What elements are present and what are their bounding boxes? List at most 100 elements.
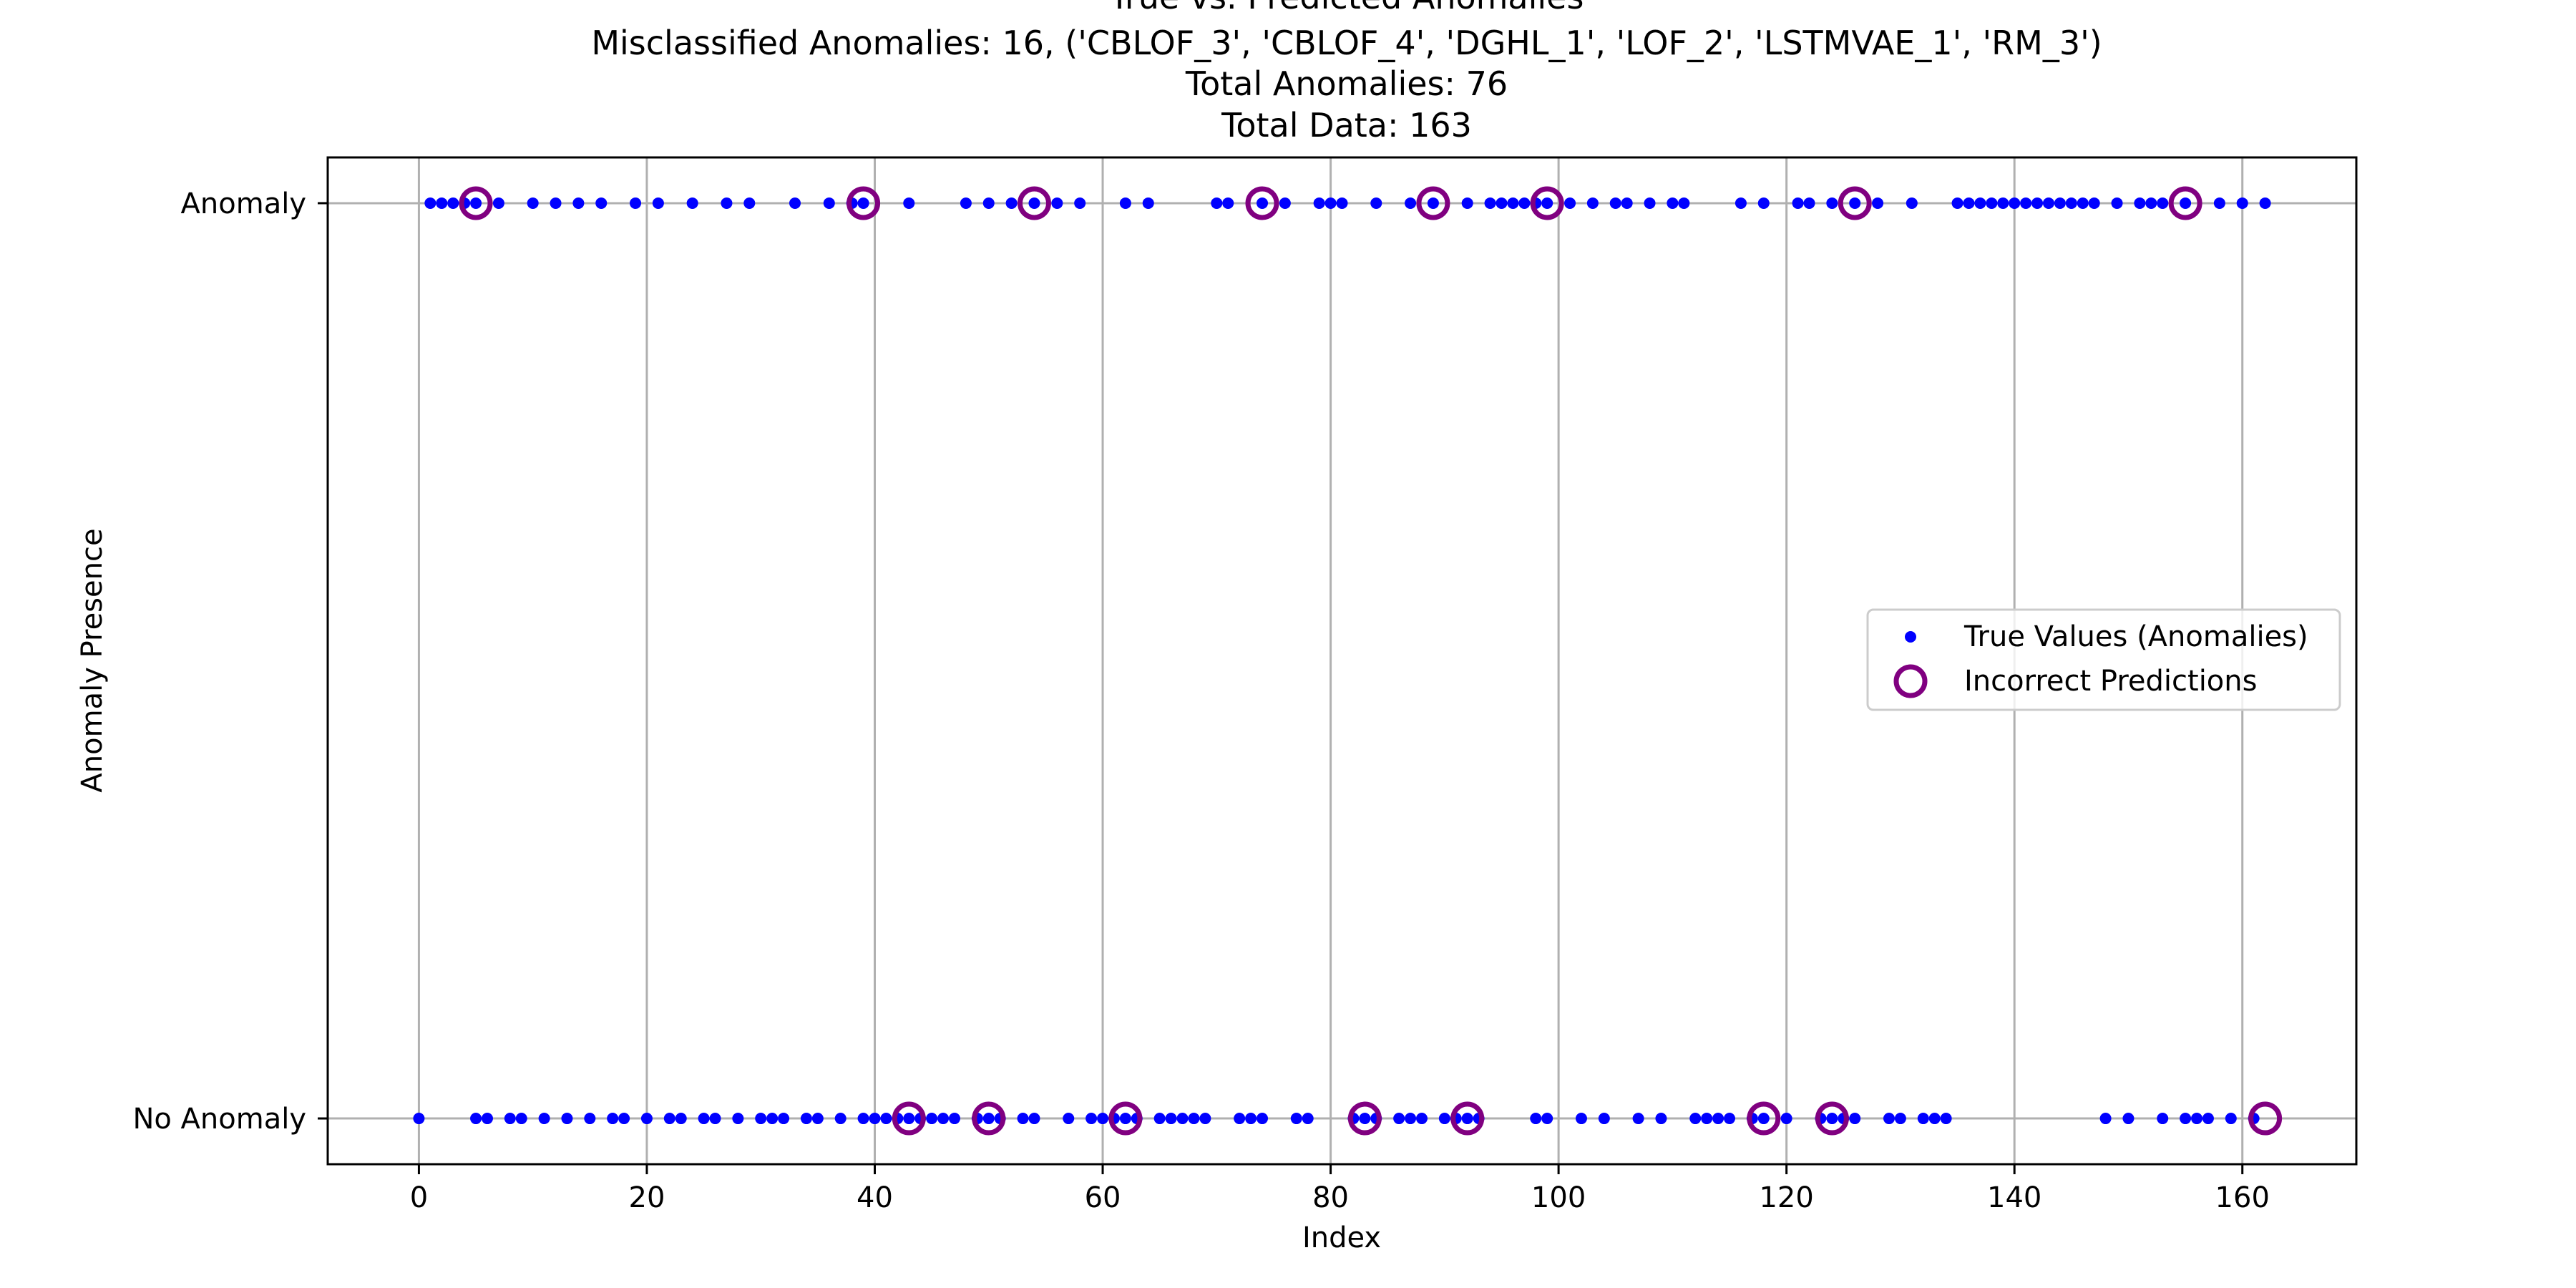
true-value-point	[686, 197, 698, 209]
incorrect-prediction-marker	[1347, 1101, 1382, 1136]
legend-label-true-values: True Values (Anomalies)	[1963, 620, 2308, 653]
true-value-point	[2054, 197, 2066, 209]
incorrect-prediction-marker	[1838, 186, 1872, 220]
true-value-point	[1028, 197, 1040, 209]
true-value-point	[982, 1113, 995, 1125]
true-value-point	[960, 197, 972, 209]
true-value-point	[1393, 1113, 1405, 1125]
true-value-point	[1894, 1113, 1906, 1125]
incorrect-prediction-marker	[1017, 186, 1051, 220]
true-value-point	[1997, 197, 2009, 209]
true-value-point	[1507, 197, 1519, 209]
x-tick-label: 160	[2215, 1181, 2270, 1214]
true-value-point	[823, 197, 835, 209]
incorrect-prediction-marker	[1416, 186, 1450, 220]
true-value-point	[675, 1113, 687, 1125]
true-value-point	[1427, 197, 1439, 209]
true-value-point	[811, 1113, 824, 1125]
true-value-point	[1598, 1113, 1610, 1125]
true-value-point	[1712, 1113, 1724, 1125]
legend-label-incorrect-predictions: Incorrect Predictions	[1964, 665, 2257, 698]
true-value-point	[1405, 197, 1417, 209]
true-value-point	[1541, 197, 1553, 209]
true-value-point	[1257, 197, 1269, 209]
true-value-point	[1792, 197, 1804, 209]
incorrect-prediction-marker	[1747, 1101, 1781, 1136]
true-value-point	[800, 1113, 812, 1125]
true-value-point	[1324, 197, 1337, 209]
true-value-point	[1405, 1113, 1417, 1125]
true-value-point	[640, 1113, 653, 1125]
true-value-point	[937, 1113, 950, 1125]
x-tick-label: 80	[1312, 1181, 1349, 1214]
true-value-point	[1028, 1113, 1040, 1125]
incorrect-prediction-marker	[2168, 186, 2202, 220]
true-value-point	[857, 197, 869, 209]
true-value-point	[470, 197, 482, 209]
true-value-point	[2077, 197, 2089, 209]
true-value-point	[1142, 197, 1154, 209]
true-value-point	[1199, 1113, 1211, 1125]
true-value-point	[1290, 1113, 1302, 1125]
true-value-point	[1302, 1113, 1314, 1125]
true-value-point	[1165, 1113, 1177, 1125]
true-value-point	[584, 1113, 596, 1125]
true-value-point	[1359, 1113, 1371, 1125]
true-value-point	[1461, 197, 1473, 209]
true-value-point	[2213, 197, 2225, 209]
true-value-point	[698, 1113, 710, 1125]
true-value-point	[1872, 197, 1884, 209]
true-value-point	[1667, 197, 1679, 209]
x-tick-label: 60	[1085, 1181, 1121, 1214]
incorrect-prediction-marker	[1450, 1101, 1485, 1136]
true-value-point	[630, 197, 642, 209]
true-value-point	[1257, 1113, 1269, 1125]
true-value-point	[618, 1113, 630, 1125]
true-value-point	[755, 1113, 767, 1125]
true-value-point	[561, 1113, 573, 1125]
incorrect-prediction-marker	[459, 186, 493, 220]
true-value-point	[1415, 1113, 1428, 1125]
incorrect-prediction-marker	[1245, 186, 1279, 220]
true-value-point	[2191, 1113, 2203, 1125]
x-tick-label: 140	[1987, 1181, 2041, 1214]
true-value-point	[869, 1113, 881, 1125]
x-tick-label: 40	[857, 1181, 893, 1214]
x-tick-label: 0	[410, 1181, 428, 1214]
true-value-point	[1176, 1113, 1189, 1125]
true-value-point	[1678, 197, 1690, 209]
true-value-point	[982, 197, 995, 209]
true-value-point	[1188, 1113, 1200, 1125]
true-value-point	[527, 197, 539, 209]
y-tick-label: Anomaly	[181, 187, 306, 220]
true-value-point	[903, 197, 915, 209]
true-value-point	[857, 1113, 869, 1125]
true-value-point	[1883, 1113, 1895, 1125]
true-value-point	[778, 1113, 790, 1125]
true-value-point	[550, 197, 562, 209]
true-value-point	[2042, 197, 2054, 209]
true-value-point	[2202, 1113, 2214, 1125]
x-axis-label: Index	[1302, 1221, 1381, 1254]
true-value-point	[2111, 197, 2123, 209]
true-value-point	[1644, 197, 1656, 209]
true-value-point	[1701, 1113, 1713, 1125]
true-value-point	[1974, 197, 1986, 209]
true-value-point	[1530, 1113, 1542, 1125]
true-value-point	[1963, 197, 1975, 209]
true-value-point	[436, 197, 448, 209]
true-value-point	[2020, 197, 2032, 209]
incorrect-prediction-marker	[892, 1101, 926, 1136]
y-axis-label: Anomaly Presence	[76, 528, 109, 792]
true-value-point	[1245, 1113, 1257, 1125]
true-value-point	[492, 197, 504, 209]
title-line-3: Total Anomalies: 76	[1185, 64, 1508, 103]
incorrect-prediction-marker	[2248, 1101, 2283, 1136]
x-tick-label: 20	[629, 1181, 665, 1214]
true-value-point	[1496, 197, 1508, 209]
true-value-point	[1518, 197, 1531, 209]
true-value-point	[538, 1113, 550, 1125]
true-value-point	[1803, 197, 1815, 209]
x-tick-label: 120	[1759, 1181, 1813, 1214]
